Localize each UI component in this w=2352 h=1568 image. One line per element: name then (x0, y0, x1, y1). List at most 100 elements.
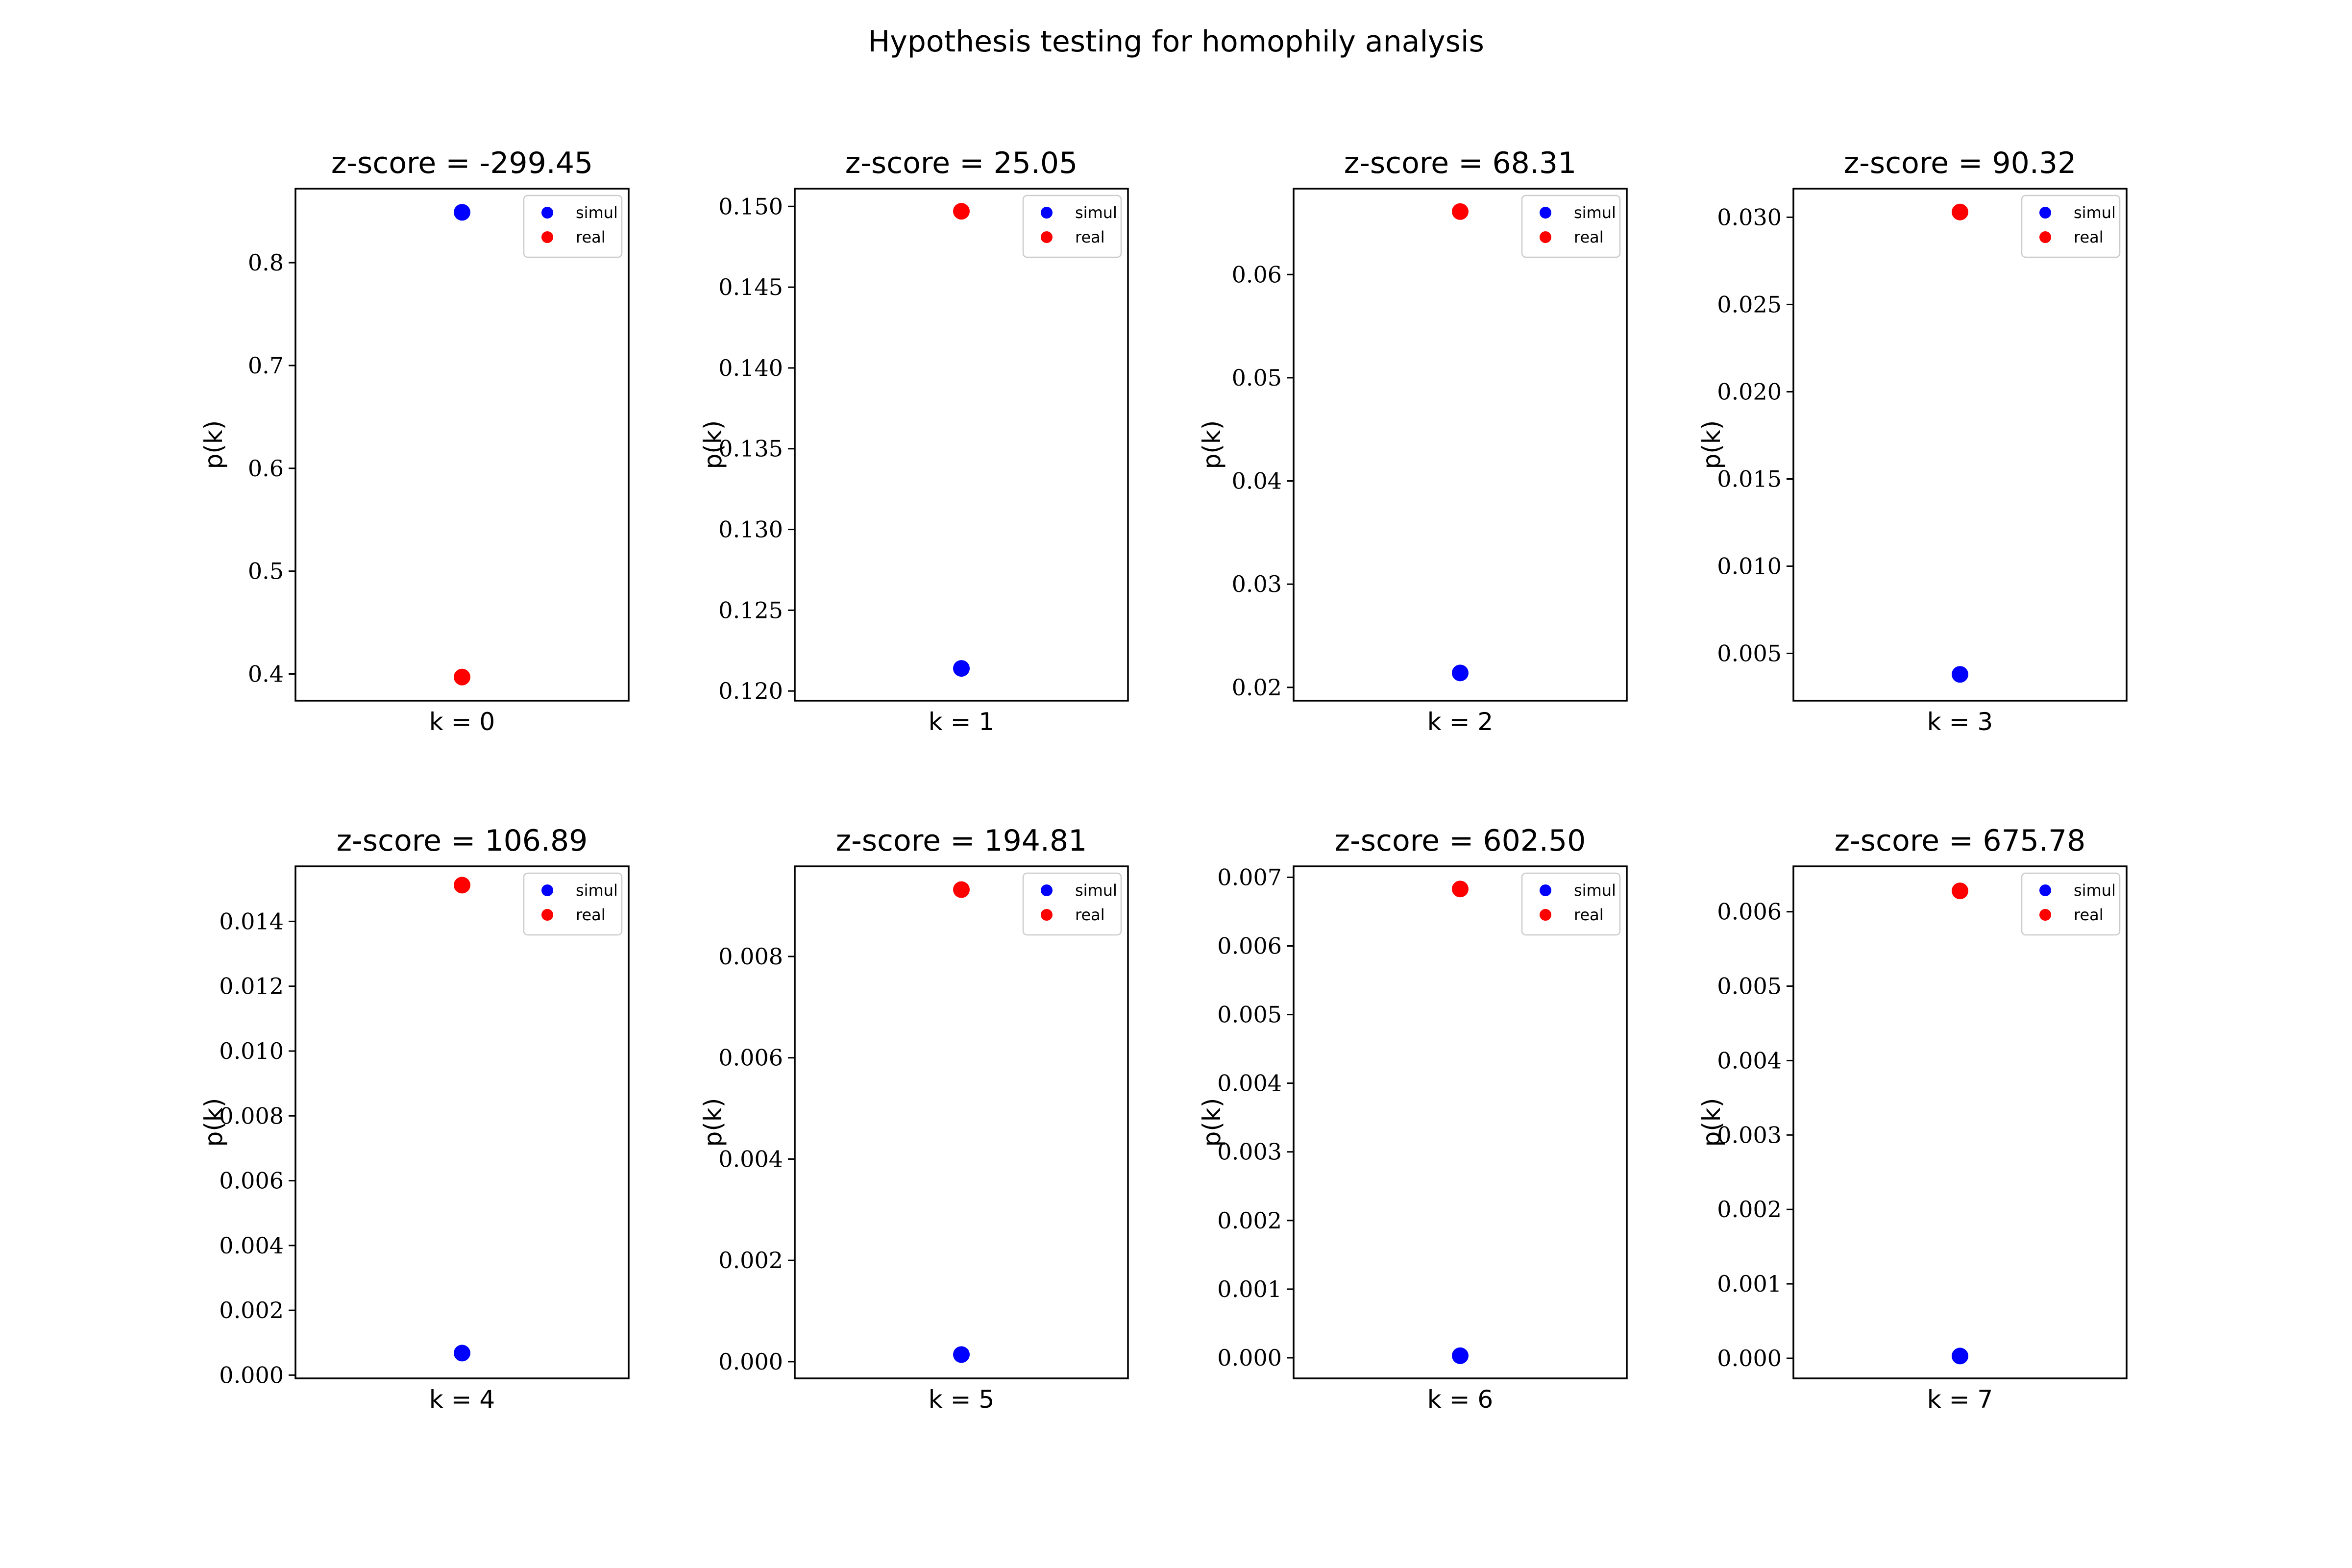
subplot-3: z-score = 90.32 0.005 0.010 0.015 0.020 0.025… (1697, 146, 2128, 736)
y-axis-label: p(k) (1198, 1098, 1226, 1147)
data-point-real (953, 881, 970, 898)
y-tick-label: 0.025 (1717, 291, 1782, 318)
data-point-real (1452, 203, 1469, 220)
data-point-simul (1452, 664, 1469, 682)
axes-frame (1792, 188, 2128, 702)
legend-label-simul: simul (576, 881, 618, 900)
y-tick-label: 0.006 (718, 1045, 783, 1071)
y-tick-label: 0.007 (1217, 864, 1282, 890)
legend: simul real (1022, 872, 1122, 936)
legend-label-simul: simul (576, 203, 618, 222)
subplot-1: z-score = 25.05 0.120 0.125 0.130 0.135 0.140… (699, 146, 1129, 736)
axes-frame (1293, 865, 1628, 1379)
y-tick-label: 0.005 (1217, 1002, 1282, 1028)
y-tick-label: 0.015 (1717, 466, 1782, 492)
y-tick-label: 0.004 (219, 1232, 284, 1259)
axes-frame (294, 865, 630, 1379)
y-axis-label: p(k) (199, 420, 228, 469)
y-tick-label: 0.006 (1217, 932, 1282, 959)
legend: simul real (1022, 195, 1122, 258)
subplot-title: z-score = -299.45 (331, 146, 593, 180)
y-tick-label: 0.000 (219, 1362, 284, 1388)
legend-marker-real (541, 231, 553, 243)
legend-marker-real (1540, 231, 1551, 243)
legend-label-real: real (2074, 906, 2104, 924)
legend-marker-simul (1041, 884, 1053, 896)
subplot-title: z-score = 68.31 (1344, 146, 1577, 180)
y-tick-label: 0.04 (1232, 468, 1282, 494)
x-axis-label: k = 6 (1427, 1385, 1493, 1414)
y-tick-label: 0.002 (1217, 1207, 1282, 1234)
x-axis-label: k = 1 (929, 708, 994, 736)
subplot-4: z-score = 106.89 0.000 0.002 0.004 0.006 0.00… (199, 824, 630, 1414)
y-axis-label: p(k) (1697, 420, 1726, 469)
y-tick-label: 0.4 (248, 661, 284, 687)
y-tick-label: 0.145 (718, 274, 783, 300)
legend: simul real (2021, 872, 2121, 936)
y-axis-label: p(k) (199, 1098, 228, 1147)
legend-marker-simul (1540, 884, 1551, 896)
data-point-real (1952, 882, 1968, 900)
legend: simul real (2021, 195, 2121, 258)
x-axis-label: k = 0 (429, 708, 495, 736)
x-axis-label: k = 7 (1927, 1385, 1993, 1414)
y-tick-label: 0.130 (718, 516, 783, 543)
legend-label-simul: simul (1075, 881, 1117, 900)
y-tick-label: 0.000 (718, 1348, 783, 1375)
legend-label-simul: simul (1574, 881, 1616, 900)
y-tick-label: 0.010 (1717, 553, 1782, 579)
y-tick-label: 0.005 (1717, 640, 1782, 667)
y-tick-label: 0.002 (1717, 1196, 1782, 1223)
y-tick-label: 0.03 (1232, 571, 1282, 597)
y-tick-label: 0.008 (718, 943, 783, 970)
y-tick-label: 0.008 (219, 1102, 284, 1129)
legend-marker-simul (2039, 884, 2051, 896)
y-tick-label: 0.003 (1217, 1139, 1282, 1165)
axes-frame (294, 188, 630, 702)
subplot-5: z-score = 194.81 0.000 0.002 0.004 0.006 0.00… (699, 824, 1129, 1414)
legend-marker-simul (541, 207, 553, 219)
y-tick-label: 0.06 (1232, 261, 1282, 288)
legend-label-simul: simul (1075, 203, 1117, 222)
y-tick-label: 0.02 (1232, 674, 1282, 701)
y-tick-label: 0.05 (1232, 365, 1282, 391)
y-axis-label: p(k) (1198, 420, 1226, 469)
subplot-7: z-score = 675.78 0.000 0.001 0.002 0.003 0.00… (1697, 824, 2128, 1414)
legend-label-simul: simul (2074, 203, 2116, 222)
y-tick-label: 0.020 (1717, 378, 1782, 405)
legend-label-real: real (576, 228, 606, 246)
y-tick-label: 0.7 (248, 352, 284, 379)
axes-frame (1293, 188, 1628, 702)
legend: simul real (523, 195, 623, 258)
data-point-simul (1952, 1348, 1968, 1365)
y-tick-label: 0.125 (718, 597, 783, 623)
y-tick-label: 0.002 (718, 1247, 783, 1274)
x-axis-label: k = 3 (1927, 708, 1993, 736)
data-point-simul (454, 1345, 470, 1362)
y-tick-label: 0.135 (718, 436, 783, 462)
x-axis-label: k = 2 (1427, 708, 1493, 736)
legend: simul real (523, 872, 623, 936)
y-tick-label: 0.012 (219, 973, 284, 1000)
legend-label-simul: simul (2074, 881, 2116, 900)
y-axis-label: p(k) (699, 420, 727, 469)
y-tick-label: 0.6 (248, 455, 284, 482)
legend-label-real: real (1574, 228, 1604, 246)
subplot-6: z-score = 602.50 0.000 0.001 0.002 0.003 0.00… (1198, 824, 1628, 1414)
legend-marker-real (1041, 231, 1053, 243)
legend-label-real: real (2074, 228, 2104, 246)
subplot-title: z-score = 90.32 (1844, 146, 2077, 180)
legend-marker-real (541, 909, 553, 921)
legend-marker-simul (1540, 207, 1551, 219)
y-tick-label: 0.000 (1717, 1345, 1782, 1372)
figure-suptitle: Hypothesis testing for homophily analysi… (868, 24, 1484, 59)
y-tick-label: 0.140 (718, 355, 783, 381)
legend-marker-simul (541, 884, 553, 896)
y-tick-label: 0.8 (248, 249, 284, 276)
data-point-simul (1452, 1347, 1469, 1364)
legend-label-real: real (1574, 906, 1604, 924)
y-tick-label: 0.120 (718, 678, 783, 704)
data-point-simul (953, 660, 970, 677)
